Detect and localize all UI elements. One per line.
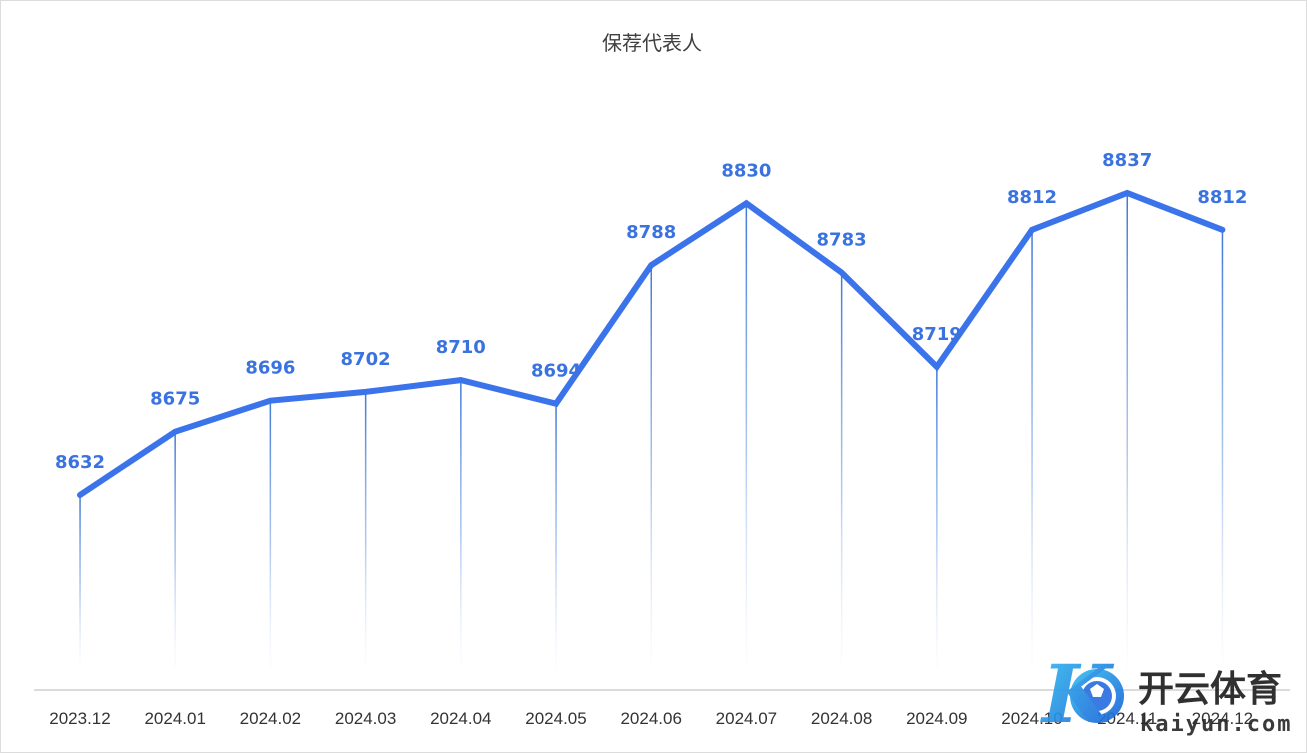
drop-line xyxy=(364,391,367,668)
x-tick-labels: 2023.12 2024.01 2024.02 2024.03 2024.04 2024.… xyxy=(49,709,1253,728)
drop-line xyxy=(1126,193,1128,668)
drop-line xyxy=(269,400,272,668)
x-tick-label: 2024.08 xyxy=(811,709,872,728)
watermark-logo-letter: K xyxy=(1040,647,1115,741)
drop-line xyxy=(650,265,652,668)
data-label: 8675 xyxy=(150,389,200,410)
x-tick-label: 2024.02 xyxy=(240,709,301,728)
data-label: 8812 xyxy=(1197,187,1247,208)
x-tick-label: 2024.12 xyxy=(1192,709,1253,728)
data-label: 8837 xyxy=(1102,150,1152,171)
drop-line xyxy=(745,203,748,669)
data-label: 8632 xyxy=(55,452,105,473)
watermark-logo-icon: K xyxy=(1040,647,1124,741)
data-label: 8788 xyxy=(626,222,676,243)
data-label: 8812 xyxy=(1007,187,1057,208)
data-label: 8710 xyxy=(436,337,486,358)
drop-line xyxy=(174,431,176,668)
data-label: 8696 xyxy=(245,358,295,379)
x-tick-label: 2024.10 xyxy=(1001,709,1062,728)
x-tick-label: 2024.09 xyxy=(906,709,967,728)
data-label: 8694 xyxy=(531,361,581,382)
drop-line xyxy=(1031,229,1033,669)
data-label: 8719 xyxy=(912,324,962,345)
x-tick-label: 2024.05 xyxy=(525,709,586,728)
x-tick-label: 2024.06 xyxy=(620,709,681,728)
drop-line xyxy=(1221,229,1224,669)
data-label: 8783 xyxy=(817,230,867,251)
x-tick-label: 2024.03 xyxy=(335,709,396,728)
drop-line xyxy=(555,403,557,668)
x-tick-label: 2024.01 xyxy=(144,709,205,728)
chart-title: 保荐代表人 xyxy=(602,31,702,55)
data-label: 8702 xyxy=(341,349,391,370)
watermark-subtext: kaiyun.com xyxy=(1140,712,1292,737)
data-labels: 8632 8675 8696 8702 8710 8694 8788 8830 8783 8719… xyxy=(55,150,1248,473)
data-label: 8830 xyxy=(721,160,771,181)
watermark: K 开云体育 kaiyun.com xyxy=(1040,647,1292,741)
drop-lines xyxy=(79,193,1224,669)
drop-line xyxy=(460,380,462,668)
watermark-text: 开云体育 xyxy=(1138,669,1282,710)
drop-line xyxy=(936,366,938,668)
x-tick-label: 2024.04 xyxy=(430,709,491,728)
series-line xyxy=(77,189,1226,498)
x-tick-label: 2024.07 xyxy=(716,709,777,728)
drop-line xyxy=(79,495,81,668)
x-tick-label: 2023.12 xyxy=(49,709,110,728)
drop-line xyxy=(840,272,843,668)
